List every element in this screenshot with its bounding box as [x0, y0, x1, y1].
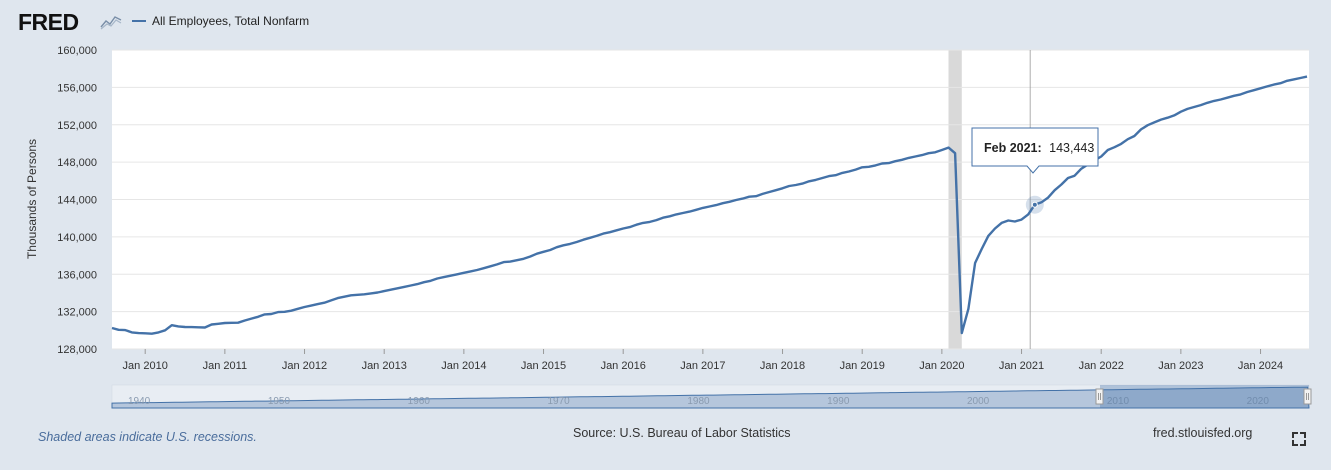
navigator-label: 1990 — [827, 396, 850, 407]
x-tick-label: Jan 2017 — [680, 360, 725, 372]
x-tick-label: Jan 2014 — [441, 360, 486, 372]
fred-logo[interactable]: FRED — [18, 9, 79, 35]
navigator[interactable]: 1940 1950 1960 1970 1980 1990 2000 2010 2020 — [111, 384, 1312, 409]
navigator-label: 1980 — [687, 396, 710, 407]
gridlines — [112, 49, 1309, 350]
legend-label: All Employees, Total Nonfarm — [152, 14, 309, 28]
source-note: Source: U.S. Bureau of Labor Statistics — [573, 426, 791, 440]
y-tick-label: 132,000 — [57, 307, 97, 319]
navigator-label: 2000 — [967, 396, 990, 407]
x-tick-label: Jan 2016 — [601, 360, 646, 372]
navigator-series — [111, 386, 1310, 409]
y-tick-label: 128,000 — [57, 344, 97, 356]
x-tick-label: Jan 2010 — [123, 360, 168, 372]
tooltip-date: Feb 2021: — [984, 141, 1042, 155]
site-link[interactable]: fred.stlouisfed.org — [1153, 426, 1253, 440]
navigator-label: 2020 — [1247, 396, 1270, 407]
x-tick-label: Jan 2011 — [203, 360, 247, 372]
x-tick-label: Jan 2020 — [919, 360, 964, 372]
x-tick-label: Jan 2021 — [999, 360, 1044, 372]
x-tick-label: Jan 2013 — [362, 360, 407, 372]
x-tick-label: Jan 2023 — [1158, 360, 1203, 372]
y-tick-label: 148,000 — [57, 157, 97, 169]
series-line[interactable] — [111, 75, 1308, 335]
x-tick-label: Jan 2024 — [1238, 360, 1283, 372]
navigator-label: 1950 — [268, 396, 291, 407]
chart-trend-icon — [100, 13, 122, 30]
x-tick-label: Jan 2019 — [840, 360, 885, 372]
y-axis: 128,000 132,000 136,000 140,000 144,000 148,0… — [57, 45, 97, 356]
y-tick-label: 140,000 — [57, 232, 97, 244]
y-axis-title: Thousands of Persons — [25, 139, 39, 259]
navigator-label: 2010 — [1107, 396, 1130, 407]
navigator-label: 1960 — [408, 396, 431, 407]
y-tick-label: 144,000 — [57, 195, 97, 207]
y-tick-label: 152,000 — [57, 120, 97, 132]
navigator-labels: 1940 1950 1960 1970 1980 1990 2000 2010 2020 — [128, 396, 1269, 407]
y-tick-label: 160,000 — [57, 45, 97, 57]
x-axis: Jan 2010 Jan 2011 Jan 2012 Jan 2013 Jan 2014… — [123, 349, 1283, 372]
y-tick-label: 136,000 — [57, 269, 97, 281]
navigator-left-handle[interactable] — [1095, 388, 1104, 405]
navigator-selection[interactable] — [1100, 385, 1309, 408]
x-tick-label: Jan 2022 — [1079, 360, 1124, 372]
navigator-label: 1940 — [128, 396, 151, 407]
recession-note: Shaded areas indicate U.S. recessions. — [38, 430, 257, 444]
x-tick-label: Jan 2015 — [521, 360, 566, 372]
svg-text:Feb 2021: 143,443: Feb 2021: 143,443 — [984, 141, 1094, 155]
fullscreen-icon[interactable] — [1292, 432, 1306, 446]
x-tick-label: Jan 2018 — [760, 360, 805, 372]
navigator-label: 1970 — [547, 396, 570, 407]
x-tick-label: Jan 2012 — [282, 360, 327, 372]
hover-point[interactable] — [1031, 201, 1038, 208]
tooltip: Feb 2021: 143,443 — [971, 127, 1099, 174]
navigator-right-handle[interactable] — [1303, 388, 1312, 405]
y-tick-label: 156,000 — [57, 82, 97, 94]
tooltip-value: 143,443 — [1049, 141, 1094, 155]
